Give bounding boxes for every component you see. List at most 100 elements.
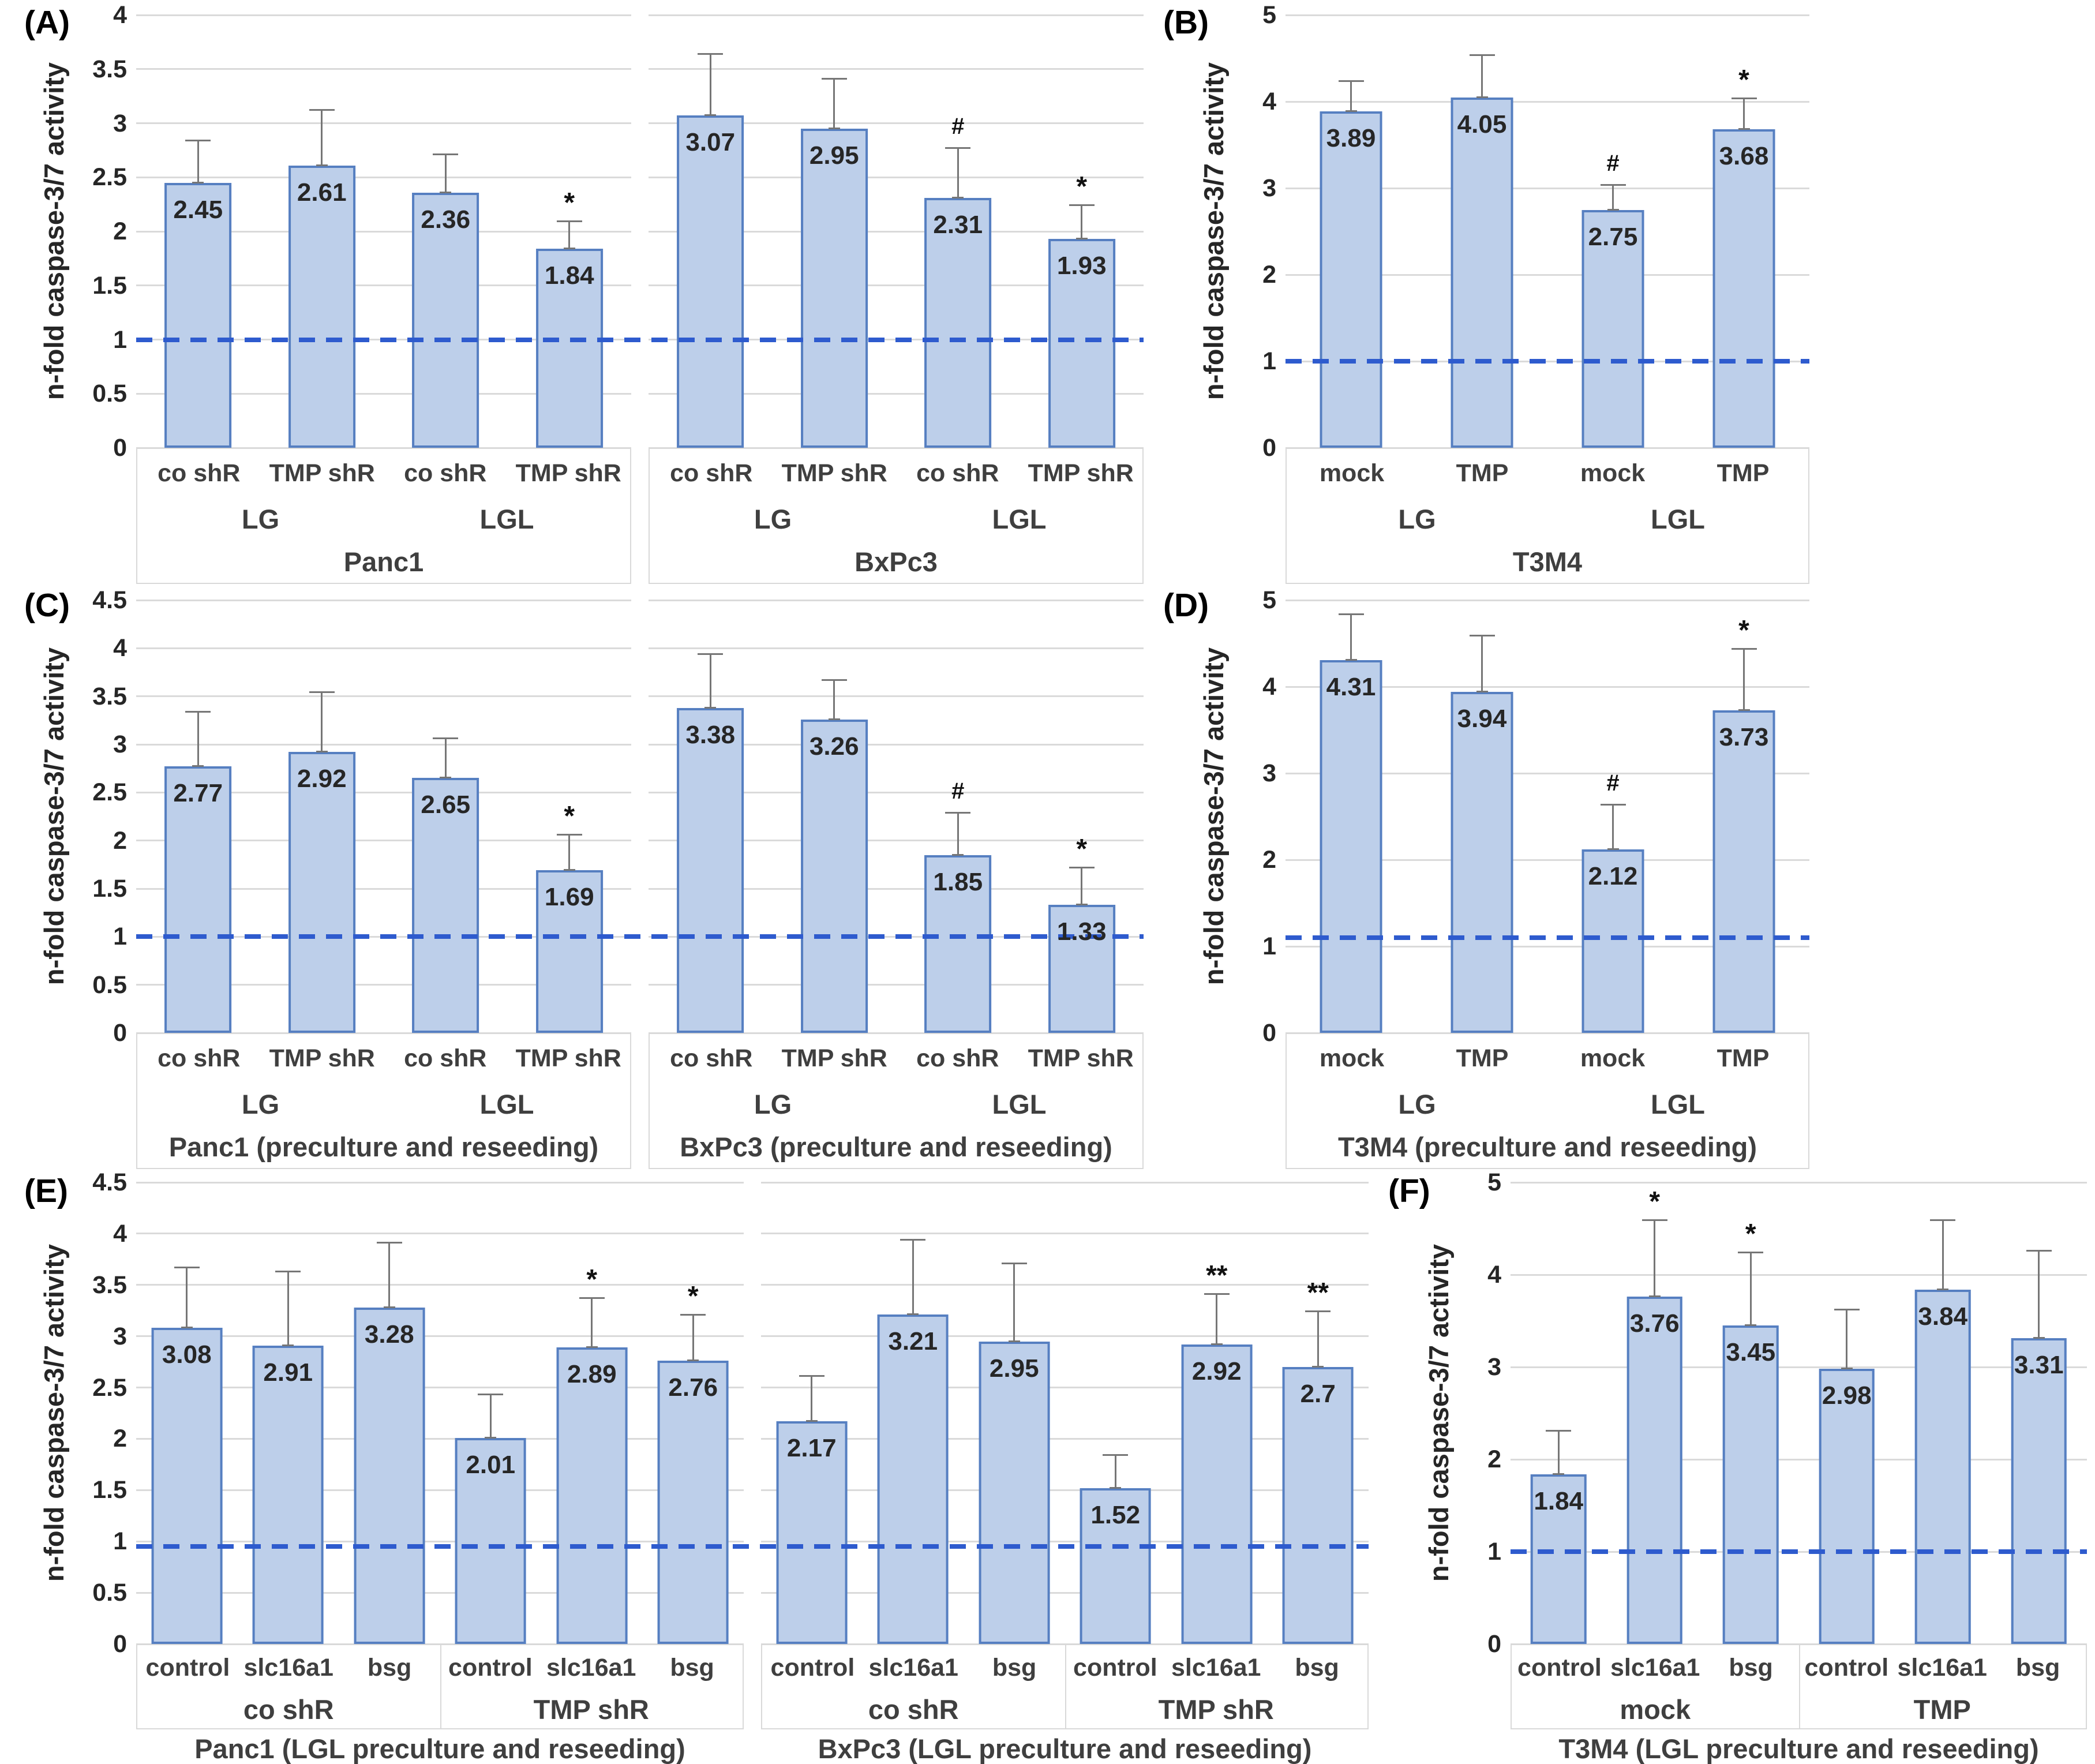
baseline-dashed-line	[136, 337, 1144, 342]
error-bar	[1546, 1429, 1572, 1475]
y-axis-tick-label: 3	[1262, 174, 1276, 202]
plot-area: 4.31 3.94 2.12 #3.73 *	[1286, 599, 1809, 1034]
significance-mark: *	[586, 1264, 598, 1295]
bar	[556, 1347, 628, 1644]
gridline	[1286, 859, 1809, 861]
y-axis-tick-label: 4	[113, 1, 127, 29]
error-bar-top-cap	[556, 834, 582, 836]
error-bar-line	[489, 1394, 492, 1438]
gridline	[1511, 1458, 2087, 1460]
gridline	[1286, 772, 1809, 774]
error-bar	[1469, 54, 1495, 98]
bar	[2011, 1338, 2067, 1644]
bar-value-label: 2.92	[297, 765, 347, 793]
plot-areas: 2.77 2.92 2.65 1.69 * co shR TMP shR co shR TMP …	[136, 599, 1144, 1169]
category-label-row: mock TMP mock TMP	[1287, 1034, 1808, 1083]
gridline	[136, 840, 631, 842]
gridline	[136, 1181, 744, 1184]
category-label: mock	[1319, 1044, 1385, 1072]
group-label: LGL	[479, 1088, 534, 1119]
group-label: LGL	[479, 503, 534, 534]
chart-title: Panc1	[343, 546, 424, 577]
y-axis-tick-label: 3	[113, 731, 127, 758]
group-label-row: LG LGL	[650, 1083, 1142, 1125]
error-bar	[1001, 1262, 1027, 1342]
y-axis-ticks: 0 1 2 3 4 5	[1237, 1, 1286, 462]
error-bar	[185, 139, 211, 183]
error-bar	[900, 1238, 926, 1316]
error-bar-line	[197, 710, 199, 767]
x-axis-label-box: co shR TMP shR co shR TMP shR LG LGL BxPc3 (pr…	[649, 1033, 1144, 1169]
error-bar	[579, 1297, 605, 1349]
bar	[657, 1361, 729, 1644]
error-bar-line	[2038, 1249, 2040, 1339]
error-bar-bottom-cap	[440, 777, 452, 779]
y-axis-tick-label: 4	[1262, 673, 1276, 701]
error-bar-top-cap	[1001, 1262, 1027, 1264]
error-bar-line	[444, 153, 447, 193]
group-label: TMP shR	[1158, 1694, 1274, 1725]
plot-areas: 3.89 4.05 2.75 #3.68 * mock TMP mock TMP LG LGL T3M…	[1286, 14, 1809, 584]
figure-row-3: (E) n-fold caspase-3/7 activity 0 0.5 1 1.5 2…	[0, 1168, 2095, 1764]
bar	[1914, 1289, 1971, 1644]
bar	[1320, 660, 1382, 1033]
error-bar-bottom-cap	[383, 1306, 395, 1308]
error-bar	[1204, 1293, 1230, 1345]
bar-value-label: 2.12	[1588, 862, 1638, 890]
group-label: LG	[754, 503, 792, 534]
plot-area: 2.45 2.61 2.36 1.84 *	[136, 14, 631, 449]
group-divider-line	[1798, 1645, 1800, 1728]
y-axis-tick-label: 1.5	[92, 271, 127, 299]
group-label: LG	[241, 1088, 280, 1119]
gridline	[1286, 187, 1809, 189]
y-axis-label: n-fold caspase-3/7 activity	[30, 15, 77, 448]
group-label-row: LG LGL	[137, 1083, 630, 1125]
y-axis-label-text: n-fold caspase-3/7 activity	[38, 62, 69, 400]
error-bar-line	[811, 1375, 813, 1422]
significance-mark: #	[951, 778, 965, 804]
bar-value-label: 1.69	[544, 883, 594, 912]
bar-value-label: 2.36	[421, 205, 471, 234]
panel-letter-A: (A)	[24, 4, 70, 41]
error-bar-top-cap	[945, 811, 971, 814]
group-label: co shR	[868, 1694, 959, 1725]
gridline	[1286, 100, 1809, 103]
bar-value-label: 2.7	[1300, 1380, 1336, 1408]
category-label: TMP shR	[1028, 1044, 1134, 1072]
y-axis-tick-label: 3.5	[92, 1271, 127, 1299]
error-bar-top-cap	[1834, 1309, 1860, 1311]
error-bar-bottom-cap	[1075, 238, 1088, 240]
error-bar-top-cap	[309, 109, 335, 111]
bar	[877, 1314, 949, 1644]
bar-value-label: 3.84	[1918, 1302, 1968, 1331]
error-bar	[1305, 1310, 1331, 1368]
error-bar-line	[957, 147, 959, 198]
error-bar-line	[833, 77, 835, 129]
gridline	[649, 984, 1144, 986]
gridline	[136, 1284, 744, 1286]
gridline	[761, 1489, 1369, 1491]
panel-F-chart-body: n-fold caspase-3/7 activity 0 1 2 3 4 5 1.84 3.7…	[1385, 1168, 2095, 1764]
error-bar-top-cap	[433, 737, 459, 740]
bar	[1048, 905, 1115, 1033]
error-bar	[821, 77, 847, 129]
subchart: 1.84 3.76 * 3.45 * 2.98 3.84 3.31 control slc16a1…	[1511, 1181, 2087, 1764]
error-bar-bottom-cap	[1210, 1343, 1223, 1345]
group-label: LG	[754, 1088, 792, 1119]
category-label: TMP	[1717, 459, 1770, 487]
y-axis-tick-label: 3	[1487, 1353, 1501, 1381]
error-bar	[174, 1266, 200, 1329]
bar	[354, 1307, 425, 1644]
error-bar-bottom-cap	[687, 1359, 699, 1362]
error-bar-bottom-cap	[704, 114, 717, 117]
gridline	[1286, 274, 1809, 276]
bar-value-label: 2.61	[297, 178, 347, 207]
category-label: mock	[1319, 459, 1385, 487]
plot-area: 3.08 2.91 3.28 2.01 2.89 * 2.76 *	[136, 1181, 744, 1645]
group-label: TMP	[1913, 1694, 1971, 1725]
gridline	[136, 1437, 744, 1440]
error-bar-bottom-cap	[282, 1344, 294, 1346]
significance-mark: *	[564, 188, 575, 219]
y-axis-tick-label: 5	[1262, 586, 1276, 614]
panel-letter-D: (D)	[1163, 587, 1209, 624]
